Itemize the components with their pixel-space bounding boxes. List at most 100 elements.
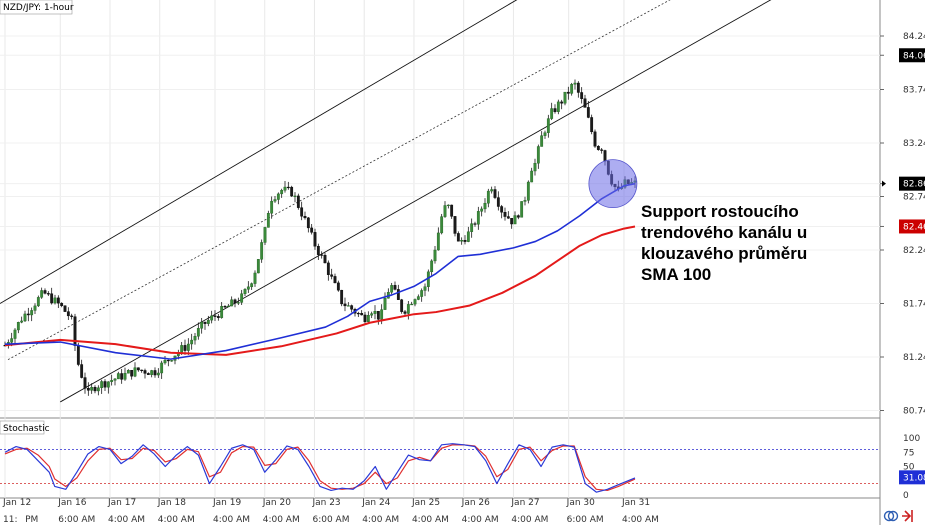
candle-body bbox=[163, 359, 167, 364]
candle-body bbox=[490, 189, 494, 192]
candle-body bbox=[270, 200, 274, 214]
candle-body bbox=[33, 305, 37, 311]
x-time-label: 6:00 AM bbox=[567, 515, 604, 525]
candle-body bbox=[296, 195, 300, 208]
candle-body bbox=[103, 381, 107, 388]
candle-body bbox=[30, 310, 34, 316]
candle-body bbox=[390, 285, 394, 293]
stochastic-tick-label: 50 bbox=[903, 463, 915, 473]
x-time-label: 6:00 AM bbox=[312, 515, 349, 525]
candle-body bbox=[546, 118, 550, 133]
candle-body bbox=[483, 202, 487, 210]
moving-averages bbox=[4, 159, 638, 360]
stochastic-pane[interactable] bbox=[0, 418, 880, 498]
candle-body bbox=[20, 320, 24, 323]
candle-body bbox=[283, 186, 287, 191]
x-day-label: Jan 27 bbox=[510, 498, 539, 508]
annotation-line-1: Support rostoucího bbox=[641, 202, 799, 221]
price-tick-label: 81.74 bbox=[903, 300, 925, 310]
go-to-realtime-icon[interactable] bbox=[902, 510, 913, 522]
candle-body bbox=[16, 322, 20, 331]
candle-body bbox=[130, 370, 134, 377]
candle-body bbox=[593, 131, 597, 147]
sync-icon[interactable] bbox=[883, 510, 899, 522]
candle-body bbox=[206, 319, 210, 324]
candle-body bbox=[583, 98, 587, 108]
candle-body bbox=[533, 163, 537, 172]
x-day-label: Jan 31 bbox=[621, 498, 650, 508]
candle-body bbox=[260, 242, 264, 260]
candle-body bbox=[470, 223, 474, 232]
candle-body bbox=[113, 378, 117, 381]
price-tick-label: 82.24 bbox=[903, 246, 925, 256]
candle-body bbox=[280, 190, 284, 195]
candle-body bbox=[486, 190, 490, 204]
x-day-label: Jan 23 bbox=[311, 498, 340, 508]
candle-body bbox=[100, 381, 104, 389]
price-tag-label: 82.86 bbox=[903, 180, 925, 190]
candle-body bbox=[590, 117, 594, 133]
candle-body bbox=[403, 311, 407, 314]
candle-body bbox=[43, 290, 47, 294]
candle-body bbox=[76, 345, 80, 365]
candle-body bbox=[313, 232, 317, 247]
candle-body bbox=[580, 92, 584, 99]
candle-body bbox=[286, 186, 290, 189]
channel-lower-line bbox=[60, 0, 772, 403]
candle-body bbox=[366, 315, 370, 322]
candle-body bbox=[146, 373, 150, 375]
candle-body bbox=[40, 290, 44, 298]
candle-body bbox=[433, 249, 437, 262]
candle-body bbox=[400, 299, 404, 312]
chart-title: NZD/JPY: 1-hour bbox=[3, 3, 74, 13]
candle-body bbox=[300, 207, 304, 217]
chart-title-box bbox=[0, 0, 73, 15]
candle-body bbox=[183, 345, 187, 351]
stochastic-value-tag bbox=[899, 470, 925, 485]
candle-body bbox=[216, 316, 220, 318]
candle-body bbox=[23, 313, 27, 322]
stochastic-tick-label: 100 bbox=[903, 434, 920, 444]
candle-body bbox=[506, 216, 510, 219]
x-time-label: 4:00 AM bbox=[362, 515, 399, 525]
candle-body bbox=[493, 189, 497, 198]
candle-body bbox=[303, 216, 307, 219]
candle-body bbox=[520, 201, 524, 218]
candle-body bbox=[423, 286, 427, 291]
annotation-line-3: klouzavého průměru bbox=[641, 244, 807, 263]
x-time-label: 11: bbox=[3, 515, 17, 525]
candle-body bbox=[243, 289, 247, 294]
candle-body bbox=[410, 303, 414, 306]
x-day-label: Jan 20 bbox=[262, 498, 291, 508]
candle-body bbox=[153, 370, 157, 376]
candle-body bbox=[350, 305, 354, 310]
candle-body bbox=[233, 299, 237, 304]
candle-body bbox=[226, 305, 230, 308]
annotation: Support rostoucího trendového kanálu u k… bbox=[641, 202, 807, 284]
candle-body bbox=[70, 315, 74, 317]
stochastic-tick-label: 75 bbox=[903, 448, 914, 458]
candle-body bbox=[600, 149, 604, 151]
candle-body bbox=[306, 217, 310, 229]
x-time-label: PM bbox=[25, 515, 38, 525]
candle-body bbox=[63, 305, 67, 312]
candle-body bbox=[56, 297, 60, 304]
candle-body bbox=[53, 297, 57, 304]
candle-body bbox=[50, 293, 54, 304]
x-time-label: 4:00 AM bbox=[462, 515, 499, 525]
candle-body bbox=[456, 233, 460, 242]
candle-body bbox=[473, 223, 477, 225]
candle-body bbox=[496, 197, 500, 207]
candle-body bbox=[336, 282, 340, 291]
candle-body bbox=[360, 313, 364, 316]
x-time-label: 4:00 AM bbox=[158, 515, 195, 525]
candle-body bbox=[450, 204, 454, 217]
candle-body bbox=[116, 373, 120, 380]
candle-body bbox=[120, 373, 124, 380]
candle-body bbox=[46, 293, 50, 295]
candle-body bbox=[223, 306, 227, 308]
candle-body bbox=[90, 387, 94, 391]
candle-body bbox=[126, 370, 130, 374]
candle-body bbox=[246, 286, 250, 290]
